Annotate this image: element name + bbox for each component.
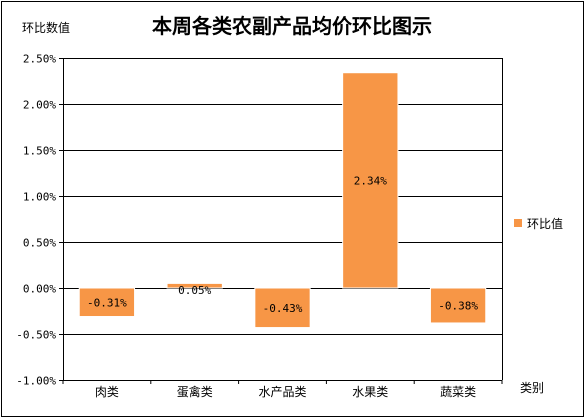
x-category-label: 水果类 [352,385,388,399]
y-tick-label: 0.50% [23,237,56,250]
legend: 环比值 [514,216,563,231]
bar [78,287,136,318]
data-label: 0.05% [178,284,211,297]
y-tick-label: 2.50% [23,53,56,66]
gridlines [63,58,503,381]
x-category-label: 肉类 [95,385,119,399]
x-category-label: 水产品类 [258,385,306,399]
bar [166,282,223,289]
data-label: 2.34% [354,174,387,187]
y-tick-label: -1.00% [16,375,56,388]
bars [78,72,487,329]
y-axis-ticks: 2.50% 2.00% 1.50% 1.00% 0.50% 0.00% -0.50% -1.0… [16,53,63,388]
legend-label: 环比值 [527,216,563,231]
x-category-label: 蛋禽类 [177,384,213,399]
y-tick-label: -0.50% [16,329,56,342]
chart-title: 本周各类农副产品均价环比图示 [152,14,432,38]
y-tick-label: 1.00% [23,191,56,204]
bar [254,287,311,329]
data-label: -0.38% [438,299,478,312]
data-label: -0.31% [87,296,127,309]
x-category-label: 蔬菜类 [440,385,476,399]
bar [342,72,399,289]
x-axis-categories: 肉类 蛋禽类 水产品类 水果类 蔬菜类 [62,380,503,399]
y-tick-label: 2.00% [23,99,56,112]
y-tick-label: 0.00% [23,283,56,296]
y-tick-label: 1.50% [23,145,56,158]
data-labels: -0.31% 0.05% -0.43% 2.34% -0.38% [87,174,478,314]
y-axis-label: 环比数值 [22,20,70,35]
legend-swatch [514,219,522,227]
x-axis-label: 类别 [520,381,544,395]
bar [429,287,487,324]
data-label: -0.43% [263,302,303,315]
